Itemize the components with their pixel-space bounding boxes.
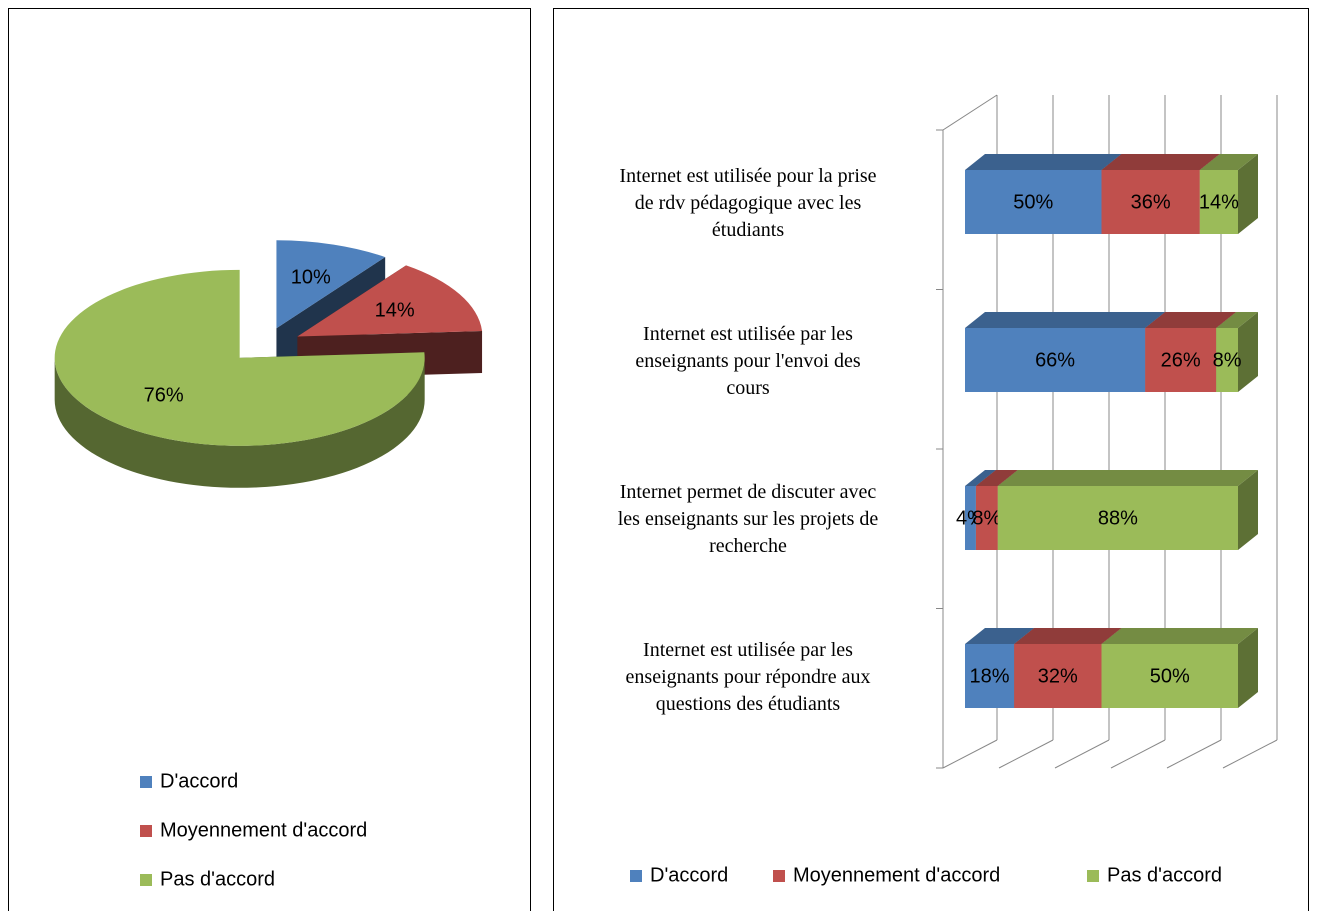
data-label: 10% <box>291 266 331 288</box>
bar-side <box>1238 312 1258 392</box>
left-panel <box>8 8 531 911</box>
data-label: 50% <box>1150 665 1190 687</box>
bar-top <box>1145 312 1237 328</box>
legend-swatch <box>1087 870 1099 882</box>
y-tick-label: Internet est utilisée pour la prise de rd… <box>619 165 876 241</box>
data-label: 66% <box>1035 349 1075 371</box>
bar <box>965 644 1015 708</box>
bar-top <box>965 154 1122 170</box>
legend-swatch <box>773 870 785 882</box>
pie-slice <box>276 240 386 329</box>
y-tick-label: Internet est utilisée par les enseignants… <box>626 639 871 715</box>
bar <box>1101 170 1200 234</box>
grid-line <box>998 739 1054 769</box>
grid-line <box>1054 739 1110 769</box>
data-label: 18% <box>970 665 1010 687</box>
bar <box>965 170 1102 234</box>
data-label: 8% <box>1213 349 1242 371</box>
legend-swatch <box>630 870 642 882</box>
legend-label: D'accord <box>160 770 238 792</box>
data-label: 14% <box>375 299 415 321</box>
pie-slice <box>54 269 425 446</box>
data-label: 14% <box>1199 191 1239 213</box>
data-label: 8% <box>972 507 1001 529</box>
pie-slice-wall <box>54 357 425 488</box>
bar <box>965 486 976 550</box>
bar <box>975 486 998 550</box>
bar-top <box>1014 628 1122 644</box>
bar <box>1216 328 1238 392</box>
data-label: 50% <box>1013 191 1053 213</box>
bar-top <box>965 312 1166 328</box>
legend-swatch <box>140 776 152 788</box>
bar-side <box>1238 154 1258 234</box>
bar-top <box>997 470 1258 486</box>
data-label: 88% <box>1098 507 1138 529</box>
axis-line <box>942 94 998 131</box>
right-panel <box>553 8 1309 911</box>
bar-top <box>1199 154 1258 170</box>
bar-side <box>1238 470 1258 550</box>
legend-label: Pas d'accord <box>1107 864 1222 886</box>
bar-top <box>965 470 996 486</box>
y-tick-label: Internet permet de discuter avec les ense… <box>618 481 879 557</box>
grid-line <box>942 739 998 769</box>
legend-label: Pas d'accord <box>160 868 275 890</box>
legend-label: D'accord <box>650 864 728 886</box>
bar-top <box>1216 312 1258 328</box>
bar <box>1014 644 1102 708</box>
bar <box>997 486 1238 550</box>
legend-label: Moyennement d'accord <box>160 819 367 841</box>
y-tick-label: Internet est utilisée par les enseignants… <box>635 323 860 399</box>
bar-top <box>1101 628 1258 644</box>
data-label: 36% <box>1131 191 1171 213</box>
grid-line <box>1166 739 1222 769</box>
data-label: 76% <box>144 385 184 407</box>
bar-top <box>975 470 1018 486</box>
data-label: 32% <box>1038 665 1078 687</box>
bar <box>965 328 1146 392</box>
data-label: 26% <box>1161 349 1201 371</box>
legend-swatch <box>140 825 152 837</box>
grid-line <box>1222 739 1278 769</box>
grid-line <box>1110 739 1166 769</box>
bar <box>1101 644 1238 708</box>
bar-top <box>1101 154 1220 170</box>
bar-top <box>965 628 1035 644</box>
bar <box>1145 328 1217 392</box>
pie-slice <box>297 265 483 337</box>
bar <box>1199 170 1238 234</box>
bar-side <box>1238 628 1258 708</box>
legend-swatch <box>140 874 152 886</box>
legend-label: Moyennement d'accord <box>793 864 1000 886</box>
